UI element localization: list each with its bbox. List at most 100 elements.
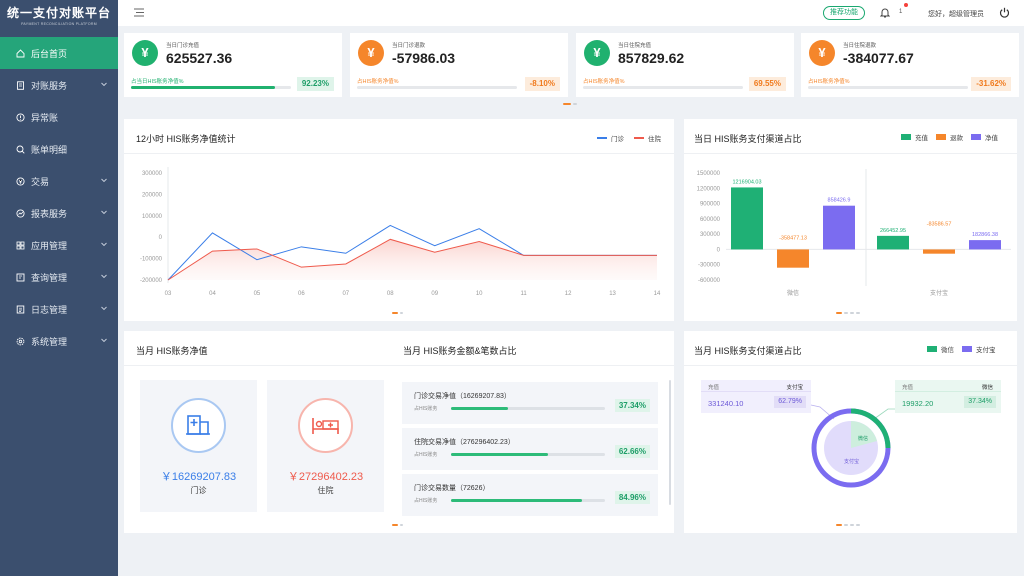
- sidebar-item-label: 应用管理: [31, 240, 68, 251]
- legend-swatch-outpatient: [597, 137, 607, 139]
- sidebar-item-0[interactable]: 后台首页: [0, 37, 118, 69]
- document-icon: [16, 80, 25, 90]
- stat-pct-badge: 92.23%: [296, 77, 334, 91]
- sidebar-item-label: 异常账: [31, 112, 59, 123]
- legend-swatch-net: [971, 134, 981, 140]
- bar-data-label: -358477.13: [779, 236, 807, 242]
- stat-pct-badge: -8.10%: [524, 77, 560, 91]
- y-tick-label: -100000: [140, 257, 163, 263]
- sidebar-nav: 后台首页对账服务异常账账单明细 交易 报表服务应用管理查询管理日志管理系统管理: [0, 37, 118, 357]
- alipay-tooltip-table: 充值 支付宝 331240.10 62.79%: [701, 380, 811, 413]
- y-tick-label: 0: [717, 247, 721, 253]
- legend-swatch-inpatient: [634, 137, 644, 139]
- sidebar-item-8[interactable]: 日志管理: [0, 293, 118, 325]
- alipay-table-header-channel: 支付宝: [786, 385, 803, 391]
- ratio-item-2: 门诊交易数量（72626） 占HIS账务 84.96%: [402, 474, 658, 516]
- yen-icon: ¥: [809, 40, 835, 66]
- stat-carousel-dots[interactable]: [563, 103, 577, 105]
- sidebar-item-7[interactable]: 查询管理: [0, 261, 118, 293]
- legend-wechat: 微信: [941, 347, 954, 354]
- y-tick-label: -300000: [698, 263, 721, 269]
- ratio-item-bar: [451, 499, 605, 502]
- bell-icon[interactable]: [880, 7, 890, 18]
- bar-chart: 1500000 1200000 900000 600000 300000 0 -300000…: [697, 169, 1011, 297]
- chevron-down-icon: [100, 304, 108, 312]
- ratio-list-scrollbar[interactable]: [669, 380, 671, 505]
- line-chart-dots[interactable]: [392, 312, 403, 314]
- bar-充值-支付宝: [877, 235, 909, 250]
- outpatient-net-value: ￥16269207.83: [160, 471, 237, 483]
- x-tick-label: 07: [342, 291, 349, 297]
- home-icon: [16, 48, 25, 58]
- ratio-item-title: 门诊交易净值（16269207.83）: [414, 393, 511, 400]
- stat-label: 当日门诊充值: [166, 43, 200, 49]
- chevron-down-icon: [100, 336, 108, 344]
- sidebar-item-2[interactable]: 异常账: [0, 101, 118, 133]
- power-icon[interactable]: [999, 7, 1010, 18]
- sidebar-item-5[interactable]: 报表服务: [0, 197, 118, 229]
- stat-pct-badge: 69.55%: [748, 77, 786, 91]
- sidebar-item-9[interactable]: 系统管理: [0, 325, 118, 357]
- ratio-item-sub: 占HIS账务: [414, 406, 438, 412]
- brand: 统一支付对账平台 PAYMENT RECONCILIATION PLATFORM: [0, 0, 118, 26]
- bar-data-label: 1216904.03: [732, 179, 761, 185]
- yen-icon: [16, 176, 25, 186]
- outpatient-box: ￥16269207.83 门诊: [140, 380, 257, 512]
- y-tick-label: 1200000: [697, 186, 721, 192]
- wechat-leader-line: [873, 408, 895, 420]
- ratio-item-pct: 84.96%: [614, 491, 650, 504]
- bar-chart-legend: 充值 退款 净值: [901, 132, 998, 142]
- sidebar-item-4[interactable]: 交易: [0, 165, 118, 197]
- line-chart-title: 12小时 HIS账务净值统计: [136, 134, 236, 144]
- menu-toggle-icon[interactable]: [134, 8, 144, 17]
- ratio-item-pct: 62.66%: [614, 445, 650, 458]
- category-label: 微信: [787, 289, 799, 297]
- chart-icon: [16, 208, 25, 218]
- bar-data-label: -83586.57: [927, 222, 952, 228]
- sidebar-item-label: 后台首页: [31, 48, 68, 59]
- ratio-item-sub: 占HIS账务: [414, 452, 438, 458]
- sidebar-item-3[interactable]: 账单明细: [0, 133, 118, 165]
- x-tick-label: 08: [387, 291, 394, 297]
- donut-dots[interactable]: [836, 524, 860, 526]
- bar-chart-dots[interactable]: [836, 312, 860, 314]
- bar-充值-微信: [731, 187, 763, 250]
- donut-inner-wechat: [851, 421, 877, 448]
- wechat-table-header-recharge: 充值: [902, 385, 914, 391]
- wechat-table-amount: 19932.20: [902, 399, 934, 408]
- y-tick-label: -200000: [140, 278, 163, 284]
- legend-inpatient: 住院: [648, 136, 661, 143]
- stat-value: 857829.62: [618, 50, 685, 66]
- line-chart-panel: 12小时 HIS账务净值统计 门诊 住院 300000 200000 100000 0…: [124, 119, 674, 321]
- sidebar-item-1[interactable]: 对账服务: [0, 69, 118, 101]
- legend-swatch-alipay: [962, 346, 972, 352]
- bar-chart-title: 当日 HIS账务支付渠道占比: [694, 134, 802, 144]
- sidebar-item-6[interactable]: 应用管理: [0, 229, 118, 261]
- bar-chart-panel: 当日 HIS账务支付渠道占比 充值 退款 净值 1500000 1200000 90…: [684, 119, 1017, 321]
- alipay-table-amount: 331240.10: [708, 399, 744, 408]
- legend-net: 净值: [985, 135, 998, 142]
- sidebar-item-label: 日志管理: [31, 304, 68, 315]
- x-tick-label: 12: [565, 291, 572, 297]
- legend-outpatient: 门诊: [611, 136, 624, 143]
- recommend-button[interactable]: 推荐功能: [823, 6, 865, 20]
- y-tick-label: 0: [159, 235, 163, 241]
- stat-card-1: ¥ 当日门诊退款 -57986.03 占HIS账务净值% -8.10%: [350, 33, 568, 97]
- chevron-down-icon: [100, 272, 108, 280]
- monthly-net-dots[interactable]: [392, 524, 403, 526]
- stat-value: 625527.36: [166, 50, 233, 66]
- brand-subtitle: PAYMENT RECONCILIATION PLATFORM: [21, 22, 97, 26]
- x-tick-label: 05: [254, 291, 261, 297]
- stat-progress-bar: [808, 86, 968, 89]
- notification-dot: [904, 3, 908, 7]
- log-icon: [16, 305, 25, 314]
- legend-refund: 退款: [950, 135, 963, 142]
- sidebar-item-label: 查询管理: [31, 272, 68, 283]
- stat-sub-label: 占HIS账务净值%: [357, 79, 399, 85]
- ratio-item-0: 门诊交易净值（16269207.83） 占HIS账务 37.34%: [402, 382, 658, 424]
- search-icon: [16, 145, 25, 154]
- y-tick-label: 1500000: [697, 171, 721, 177]
- donut-chart: 微信 支付宝: [810, 404, 895, 488]
- chevron-down-icon: [100, 80, 108, 88]
- alert-icon: [16, 112, 25, 122]
